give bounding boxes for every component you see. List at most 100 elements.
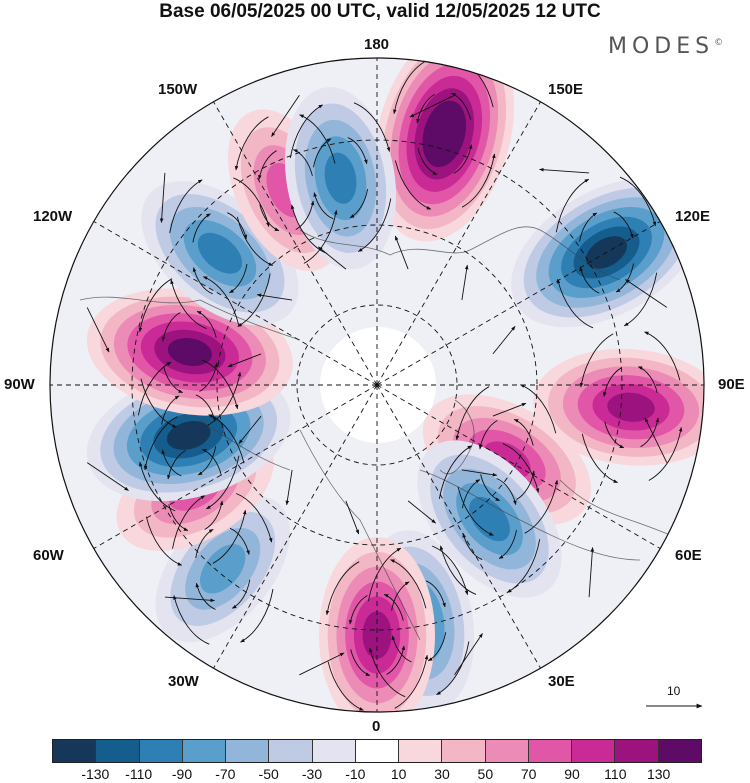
streamline xyxy=(579,212,598,242)
streamline xyxy=(539,167,590,174)
streamline xyxy=(233,177,270,228)
streamline xyxy=(229,527,250,555)
streamline xyxy=(325,561,360,616)
colorbar-tick-label: -130 xyxy=(81,766,110,782)
streamline xyxy=(236,493,273,543)
colorbar-tick-label: -90 xyxy=(171,766,193,782)
colorbar-tick-label: 30 xyxy=(434,766,450,782)
streamline xyxy=(207,371,242,426)
streamline xyxy=(258,150,277,180)
streamline xyxy=(313,138,332,168)
coastlines xyxy=(79,226,701,641)
streamline xyxy=(303,209,338,264)
meridian-line xyxy=(93,384,378,549)
anomaly-center xyxy=(374,58,515,242)
anomaly-center xyxy=(417,440,562,598)
streamline xyxy=(516,470,535,500)
colorbar-cell xyxy=(615,740,659,762)
streamline xyxy=(318,246,347,270)
colorbar-cell xyxy=(399,740,443,762)
streamline xyxy=(168,504,189,532)
streamline xyxy=(143,416,178,471)
streamline xyxy=(163,366,184,394)
colorbar-tick-label: 10 xyxy=(390,766,407,782)
meridian-line xyxy=(376,101,541,386)
meridian-line xyxy=(93,221,378,386)
coastline xyxy=(79,296,301,341)
colorbar-cell xyxy=(96,740,140,762)
streamline xyxy=(438,445,473,499)
streamline xyxy=(349,189,369,219)
streamline xyxy=(348,595,368,625)
vector-reference-label: 10 xyxy=(667,684,681,698)
colorbar-tick-label: 70 xyxy=(520,766,537,782)
streamline xyxy=(169,179,203,234)
streamline xyxy=(164,596,215,603)
streamline xyxy=(172,495,206,549)
streamline xyxy=(285,469,293,506)
colorbar-cell xyxy=(226,740,270,762)
streamline xyxy=(229,264,248,294)
streamline xyxy=(409,94,455,118)
streamline xyxy=(604,421,625,449)
streamline xyxy=(161,449,182,477)
coastline xyxy=(419,469,641,561)
lon-label-0: 0 xyxy=(372,718,381,735)
streamline xyxy=(461,264,469,301)
streamline xyxy=(579,266,600,294)
colorbar-cell xyxy=(269,740,313,762)
streamline xyxy=(201,359,239,410)
streamline xyxy=(195,394,216,422)
streamline xyxy=(461,469,498,477)
streamline xyxy=(295,200,315,230)
streamline xyxy=(619,176,657,227)
streamline xyxy=(502,443,540,493)
map-border xyxy=(49,57,705,713)
streamline xyxy=(506,539,541,593)
streamline xyxy=(271,94,300,137)
lon-label-180: 180 xyxy=(364,36,390,53)
modes-logo: MODES© xyxy=(608,34,724,59)
meridian-line xyxy=(376,221,661,386)
colorbar-cell xyxy=(485,740,529,762)
streamline xyxy=(313,192,334,220)
streamline xyxy=(461,479,481,509)
coastline xyxy=(299,226,621,281)
streamline xyxy=(436,641,470,695)
streamline xyxy=(581,433,619,484)
lon-label-120w: 120W xyxy=(33,208,73,225)
streamline xyxy=(623,272,658,327)
colorbar-tick-label: -70 xyxy=(215,766,236,782)
streamline xyxy=(345,500,360,535)
streamline xyxy=(192,267,213,295)
colorbar-tick-label: -110 xyxy=(125,766,153,782)
streamline xyxy=(439,545,477,595)
wind-streamlines xyxy=(86,58,683,711)
streamline xyxy=(496,478,517,506)
streamline xyxy=(390,559,427,609)
streamline xyxy=(137,361,172,416)
colorbar-tick-label: 90 xyxy=(564,766,580,782)
streamline xyxy=(212,509,247,564)
lon-label-60w: 60W xyxy=(33,547,64,564)
lon-label-60e: 60E xyxy=(675,547,702,564)
streamline xyxy=(289,104,324,159)
streamline xyxy=(256,293,293,301)
streamline xyxy=(201,448,222,476)
latitude-circle xyxy=(296,304,458,466)
streamline xyxy=(394,235,409,270)
streamline xyxy=(192,213,211,243)
meridian-line xyxy=(213,101,378,386)
streamline xyxy=(394,160,432,210)
graticule xyxy=(50,58,704,712)
streamline xyxy=(391,635,412,663)
streamline xyxy=(234,116,269,171)
lon-label-150w: 150W xyxy=(158,81,198,98)
streamline xyxy=(394,654,429,709)
streamline xyxy=(227,353,262,368)
streamline xyxy=(173,595,210,645)
streamline xyxy=(625,279,668,308)
colorbar-tick-label: -30 xyxy=(301,766,323,782)
streamline xyxy=(519,384,557,434)
colorbar-cell xyxy=(53,740,97,762)
